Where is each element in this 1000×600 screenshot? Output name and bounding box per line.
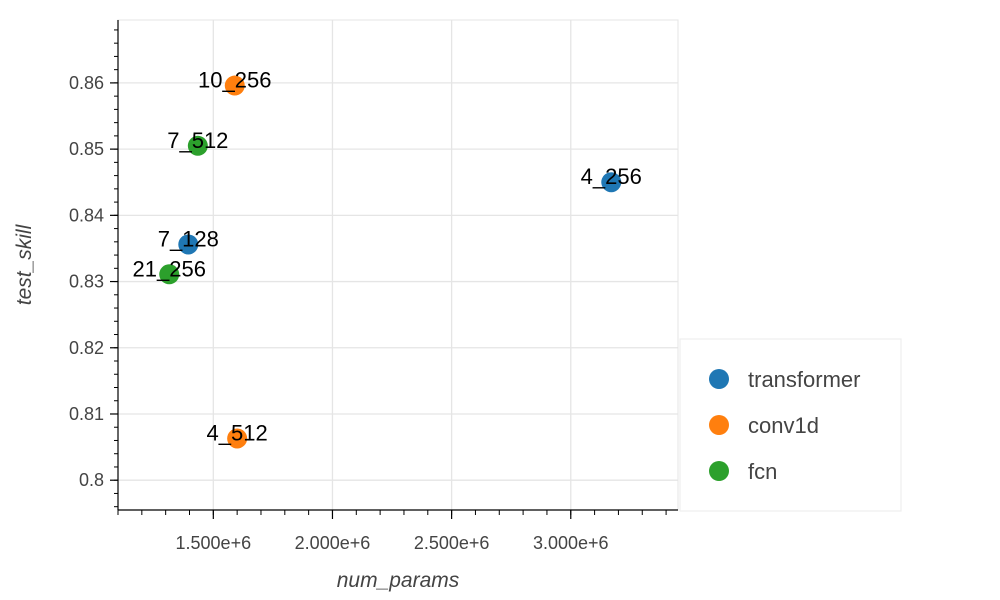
transformer-point	[178, 234, 199, 255]
point-label-10_256: 10_256	[198, 68, 271, 93]
legend-label-transformer[interactable]: transformer	[748, 367, 860, 392]
y-tick-label: 0.83	[69, 272, 104, 292]
y-tick-label: 0.85	[69, 139, 104, 159]
x-tick-label: 2.500e+6	[414, 533, 490, 553]
legend-marker-conv1d[interactable]	[709, 415, 729, 435]
point-label-21_256: 21_256	[133, 256, 206, 281]
legend-marker-transformer[interactable]	[709, 369, 729, 389]
x-tick-label: 2.000e+6	[295, 533, 371, 553]
y-tick-label: 0.82	[69, 338, 104, 358]
legend[interactable]: transformer conv1d fcn	[679, 338, 902, 512]
fcn-point	[187, 135, 208, 156]
point-label-4_512: 4_512	[207, 420, 268, 445]
x-tick-label: 1.500e+6	[176, 533, 252, 553]
fcn-point	[159, 264, 180, 285]
y-tick-label: 0.81	[69, 404, 104, 424]
data-points	[159, 75, 622, 449]
x-axis-title: num_params	[337, 569, 460, 592]
point-label-7_128: 7_128	[158, 226, 219, 251]
y-tick-label: 0.86	[69, 73, 104, 93]
conv1d-point	[224, 75, 245, 96]
conv1d-point	[227, 428, 248, 449]
y-tick-label: 0.84	[69, 205, 104, 225]
point-label-4_256: 4_256	[581, 164, 642, 189]
legend-marker-fcn[interactable]	[709, 461, 729, 481]
y-tick-label: 0.8	[79, 470, 104, 490]
x-tick-label: 3.000e+6	[533, 533, 609, 553]
transformer-point	[601, 172, 622, 193]
y-axis-title: test_skill	[13, 223, 36, 305]
legend-label-fcn[interactable]: fcn	[748, 459, 777, 484]
axes: 0.8 0.81 0.82 0.83 0.84 0.85 0.86 1.500e+6 2.000…	[69, 20, 678, 553]
legend-label-conv1d[interactable]: conv1d	[748, 413, 819, 438]
point-labels: 4_256 7_128 10_256 4_512 7_512 21_256	[133, 68, 642, 446]
point-label-7_512: 7_512	[167, 128, 228, 153]
